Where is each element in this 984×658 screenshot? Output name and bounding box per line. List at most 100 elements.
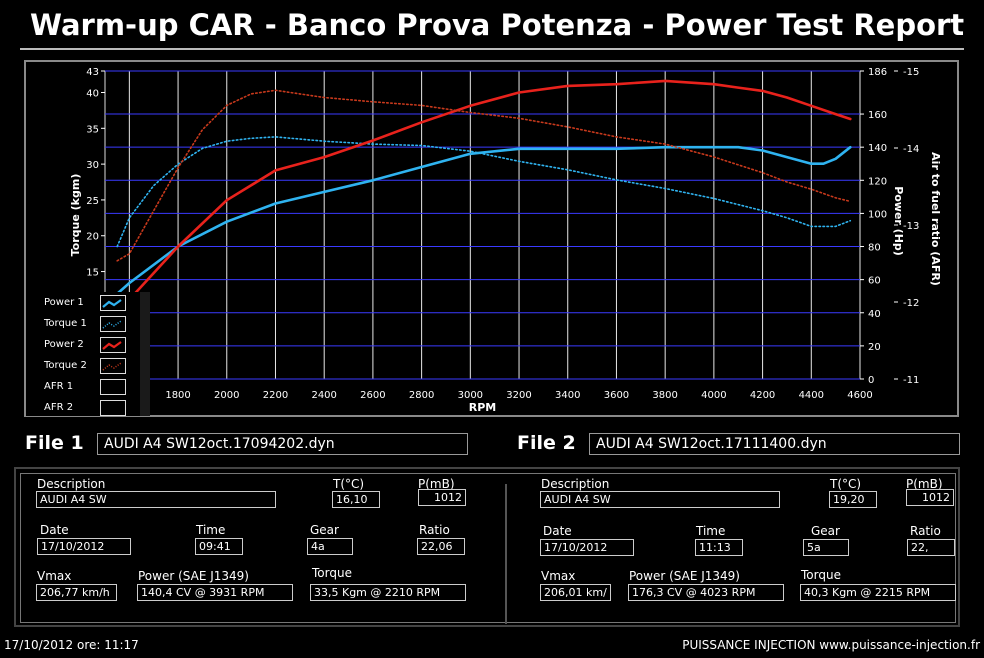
- legend-swatch-graphic: [102, 362, 122, 371]
- legend-swatch-line: [102, 320, 122, 329]
- file2-name-field[interactable]: AUDI A4 SW12oct.17111400.dyn: [589, 433, 960, 455]
- t2-pressure-field[interactable]: 1012: [906, 489, 954, 506]
- legend-item-torque1[interactable]: Torque 1: [26, 315, 130, 335]
- legend-item-afr1[interactable]: AFR 1: [26, 378, 130, 398]
- t1-ratio-field[interactable]: 22,06: [417, 538, 465, 555]
- legend-item-torque2[interactable]: Torque 2: [26, 357, 130, 377]
- power-tick-label: 100: [868, 209, 887, 220]
- legend-swatch-graphic: [102, 299, 122, 308]
- t2-vmax-field[interactable]: 206,01 km/: [540, 584, 611, 601]
- t1-vmax-label: Vmax: [37, 569, 72, 583]
- t2-description-field[interactable]: AUDI A4 SW: [540, 491, 780, 508]
- afr-tick-label: -13: [903, 221, 919, 232]
- t1-time-field[interactable]: 09:41: [195, 538, 243, 555]
- torque-tick-label: 20: [86, 232, 99, 243]
- t1-power-field[interactable]: 140,4 CV @ 3931 RPM: [137, 584, 293, 601]
- legend-swatch-afr1: [100, 379, 126, 395]
- t1-gear-field[interactable]: 4a: [307, 538, 353, 555]
- t2-date-label: Date: [543, 524, 572, 538]
- x-tick-label: 2000: [214, 390, 239, 401]
- x-tick-label: 2600: [360, 390, 385, 401]
- test-details-inner: [20, 473, 956, 623]
- power-tick-label: 140: [868, 143, 887, 154]
- x-tick-label: 3000: [458, 390, 483, 401]
- legend-item-power2[interactable]: Power 2: [26, 336, 130, 356]
- t2-ratio-label: Ratio: [910, 524, 941, 538]
- t2-time-field[interactable]: 11:13: [695, 539, 743, 556]
- x-tick-label: 3600: [604, 390, 629, 401]
- t1-vmax-field[interactable]: 206,77 km/h: [36, 584, 117, 601]
- t2-torque-field[interactable]: 40,3 Kgm @ 2215 RPM: [800, 584, 956, 601]
- torque-tick-label: 25: [86, 196, 99, 207]
- x-tick-label: 1800: [165, 390, 190, 401]
- t1-date-field[interactable]: 17/10/2012: [37, 538, 131, 555]
- x-tick-label: 2800: [409, 390, 434, 401]
- t2-time-label: Time: [696, 524, 726, 538]
- t1-gear-label: Gear: [310, 523, 339, 537]
- power-tick-label: 120: [868, 176, 887, 187]
- afr-tick-label: -11: [903, 375, 919, 386]
- footer-timestamp: 17/10/2012 ore: 11:17: [4, 638, 139, 652]
- legend-label: AFR 1: [44, 381, 74, 392]
- file2-label: File 2: [517, 432, 576, 454]
- torque-tick-label: 43: [86, 67, 99, 78]
- t1-date-label: Date: [40, 523, 69, 537]
- t2-ratio-field[interactable]: 22,: [907, 539, 955, 556]
- x-tick-label: 4600: [847, 390, 872, 401]
- t2-vmax-label: Vmax: [541, 569, 576, 583]
- legend-swatch-line: [102, 362, 122, 371]
- x-tick-label: 2200: [263, 390, 288, 401]
- power-tick-label: 80: [868, 243, 881, 254]
- t2-date-field[interactable]: 17/10/2012: [540, 539, 634, 556]
- report-title: Warm-up CAR - Banco Prova Potenza - Powe…: [30, 8, 965, 42]
- legend-item-power1[interactable]: Power 1: [26, 294, 130, 314]
- chart-legend: Power 1 Torque 1 Power 2 Torque 2 AFR 1 …: [26, 292, 150, 416]
- torque-tick-label: 35: [86, 124, 99, 135]
- afr-tick-label: -12: [903, 298, 919, 309]
- file1-name-field[interactable]: AUDI A4 SW12oct.17094202.dyn: [97, 433, 468, 455]
- legend-swatch-afr2: [100, 400, 126, 416]
- x-tick-label: 3800: [652, 390, 677, 401]
- legend-label: Power 1: [44, 297, 84, 308]
- t2-torque-label: Torque: [801, 568, 841, 582]
- t1-ratio-label: Ratio: [419, 523, 450, 537]
- title-divider: [20, 48, 964, 50]
- power-tick-label: 60: [868, 276, 881, 287]
- t1-temp-field[interactable]: 16,10: [332, 491, 380, 508]
- x-tick-label: 4000: [701, 390, 726, 401]
- series-line-torque-1: [116, 136, 852, 248]
- legend-item-afr2[interactable]: AFR 2: [26, 399, 130, 419]
- t2-gear-label: Gear: [811, 524, 840, 538]
- series-line-power-1: [103, 145, 852, 306]
- x-tick-label: 2400: [311, 390, 336, 401]
- t1-pressure-field[interactable]: 1012: [418, 489, 466, 506]
- power-tick-label: 160: [868, 110, 887, 121]
- t2-description-label: Description: [541, 477, 610, 491]
- legend-swatch-line: [102, 341, 122, 350]
- torque-tick-label: 15: [86, 268, 99, 279]
- power-axis-label: Power (Hp): [892, 186, 905, 256]
- legend-swatch-power2: [100, 337, 126, 353]
- legend-label: Torque 2: [44, 360, 87, 371]
- t1-power-label: Power (SAE J1349): [138, 569, 249, 583]
- x-tick-label: 4200: [750, 390, 775, 401]
- panel-divider: [505, 484, 507, 624]
- t2-gear-field[interactable]: 5a: [803, 539, 849, 556]
- legend-swatch-power1: [100, 295, 126, 311]
- t2-power-label: Power (SAE J1349): [629, 569, 740, 583]
- legend-label: Power 2: [44, 339, 84, 350]
- t1-description-field[interactable]: AUDI A4 SW: [36, 491, 276, 508]
- legend-swatch-line: [102, 299, 122, 308]
- t1-description-label: Description: [37, 477, 106, 491]
- t1-torque-field[interactable]: 33,5 Kgm @ 2210 RPM: [310, 584, 466, 601]
- t2-temp-field[interactable]: 19,20: [829, 491, 877, 508]
- footer-brand: PUISSANCE INJECTION www.puissance-inject…: [682, 638, 980, 652]
- afr-tick-label: -14: [903, 144, 919, 155]
- legend-swatch-torque1: [100, 316, 126, 332]
- power-tick-label: 20: [868, 342, 881, 353]
- t1-pressure-label: P(mB): [418, 477, 455, 491]
- legend-swatch-graphic: [102, 341, 122, 350]
- x-tick-label: 4400: [799, 390, 824, 401]
- t1-temp-label: T(°C): [333, 477, 365, 491]
- t2-power-field[interactable]: 176,3 CV @ 4023 RPM: [628, 584, 784, 601]
